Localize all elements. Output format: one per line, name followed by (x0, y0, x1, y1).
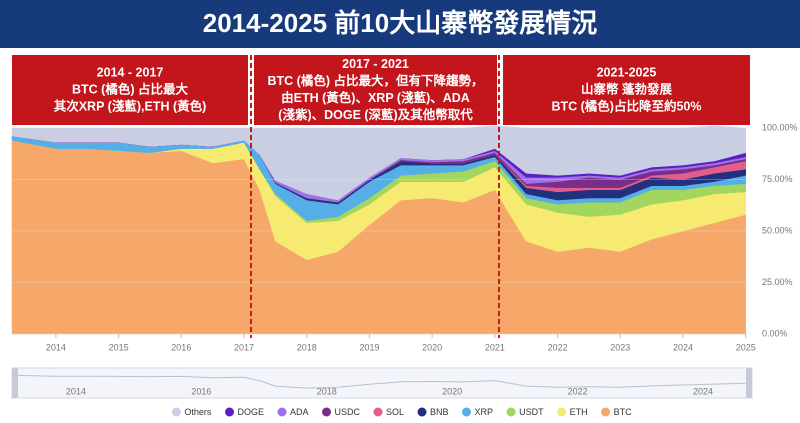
legend-item: BTC (601, 407, 632, 417)
annotation-text: BTC (橘色) 占比最大 (72, 81, 188, 96)
annotation-text: 2021-2025 (597, 65, 657, 79)
y-tick-label: 100.00% (762, 122, 798, 132)
x-tick-label: 2016 (171, 342, 191, 352)
x-tick-label: 2017 (234, 342, 254, 352)
legend-label: USDT (519, 407, 544, 417)
y-tick-label: 50.00% (762, 225, 793, 235)
legend-swatch (506, 407, 516, 417)
navigator-line (11, 374, 746, 389)
x-tick-label: 2015 (109, 342, 129, 352)
annotation-text: BTC (橘色) 占比最大，但有下降趨勢， (268, 73, 484, 88)
x-tick-label: 2020 (422, 342, 442, 352)
legend-swatch (557, 407, 567, 417)
legend-swatch (417, 407, 427, 417)
y-tick-label: 25.00% (762, 277, 793, 287)
x-tick-label: 2024 (673, 342, 693, 352)
x-tick-label: 2021 (485, 342, 505, 352)
navigator-handle (746, 368, 752, 398)
title-band (0, 0, 800, 48)
annotation-text: 其次XRP (淺藍),ETH (黃色) (54, 98, 207, 113)
legend-swatch (171, 407, 181, 417)
annotation-text: 2017 - 2021 (342, 57, 409, 71)
navigator-label: 2014 (66, 386, 86, 396)
legend-label: BTC (614, 407, 633, 417)
annotation-text: BTC (橘色)占比降至約50% (551, 98, 701, 113)
legend-swatch (277, 407, 287, 417)
legend-item: ETH (557, 407, 588, 417)
legend-label: BNB (430, 407, 449, 417)
legend-item: USDT (506, 407, 544, 417)
annotation-text: 由ETH (黃色)、XRP (淺藍)、ADA (281, 90, 470, 105)
annotation-text: 山寨幣 蓬勃發展 (581, 81, 672, 96)
annotation-text: (淺紫)、DOGE (深藍)及其他幣取代 (278, 107, 473, 122)
legend-label: USDC (335, 407, 361, 417)
annotation-box (12, 55, 248, 125)
annotation-text: 2014 - 2017 (97, 65, 164, 79)
legend-label: ADA (290, 407, 309, 417)
x-tick-label: 2022 (548, 342, 568, 352)
x-tick-label: 2025 (736, 342, 756, 352)
legend-item: SOL (373, 407, 404, 417)
legend-item: ADA (277, 407, 309, 417)
legend-item: XRP (462, 407, 493, 417)
legend-label: XRP (475, 407, 494, 417)
legend-swatch (601, 407, 611, 417)
annotation-box (254, 55, 497, 125)
x-tick-label: 2023 (610, 342, 630, 352)
legend-label: DOGE (238, 407, 265, 417)
navigator-label: 2022 (568, 386, 588, 396)
legend-label: ETH (570, 407, 588, 417)
chart-title: 2014-2025 前10大山寨幣發展情況 (203, 8, 597, 38)
legend-label: Others (184, 407, 212, 417)
navigator-label: 2024 (693, 386, 713, 396)
legend-swatch (373, 407, 383, 417)
legend-item: DOGE (225, 407, 264, 417)
legend-item: USDC (322, 407, 361, 417)
legend-item: Others (171, 407, 212, 417)
navigator-label: 2018 (317, 386, 337, 396)
x-tick-label: 2018 (297, 342, 317, 352)
x-tick-label: 2019 (359, 342, 379, 352)
navigator-handle (12, 368, 18, 398)
annotation-box (503, 55, 750, 125)
navigator-label: 2020 (442, 386, 462, 396)
legend-swatch (462, 407, 471, 417)
y-tick-label: 0.00% (762, 328, 788, 338)
legend-swatch (322, 407, 331, 417)
y-tick-label: 75.00% (762, 174, 793, 184)
x-tick-label: 2014 (46, 342, 66, 352)
legend-label: SOL (386, 407, 404, 417)
navigator-label: 2016 (191, 386, 211, 396)
legend-item: BNB (417, 407, 449, 417)
legend-swatch (225, 407, 234, 417)
